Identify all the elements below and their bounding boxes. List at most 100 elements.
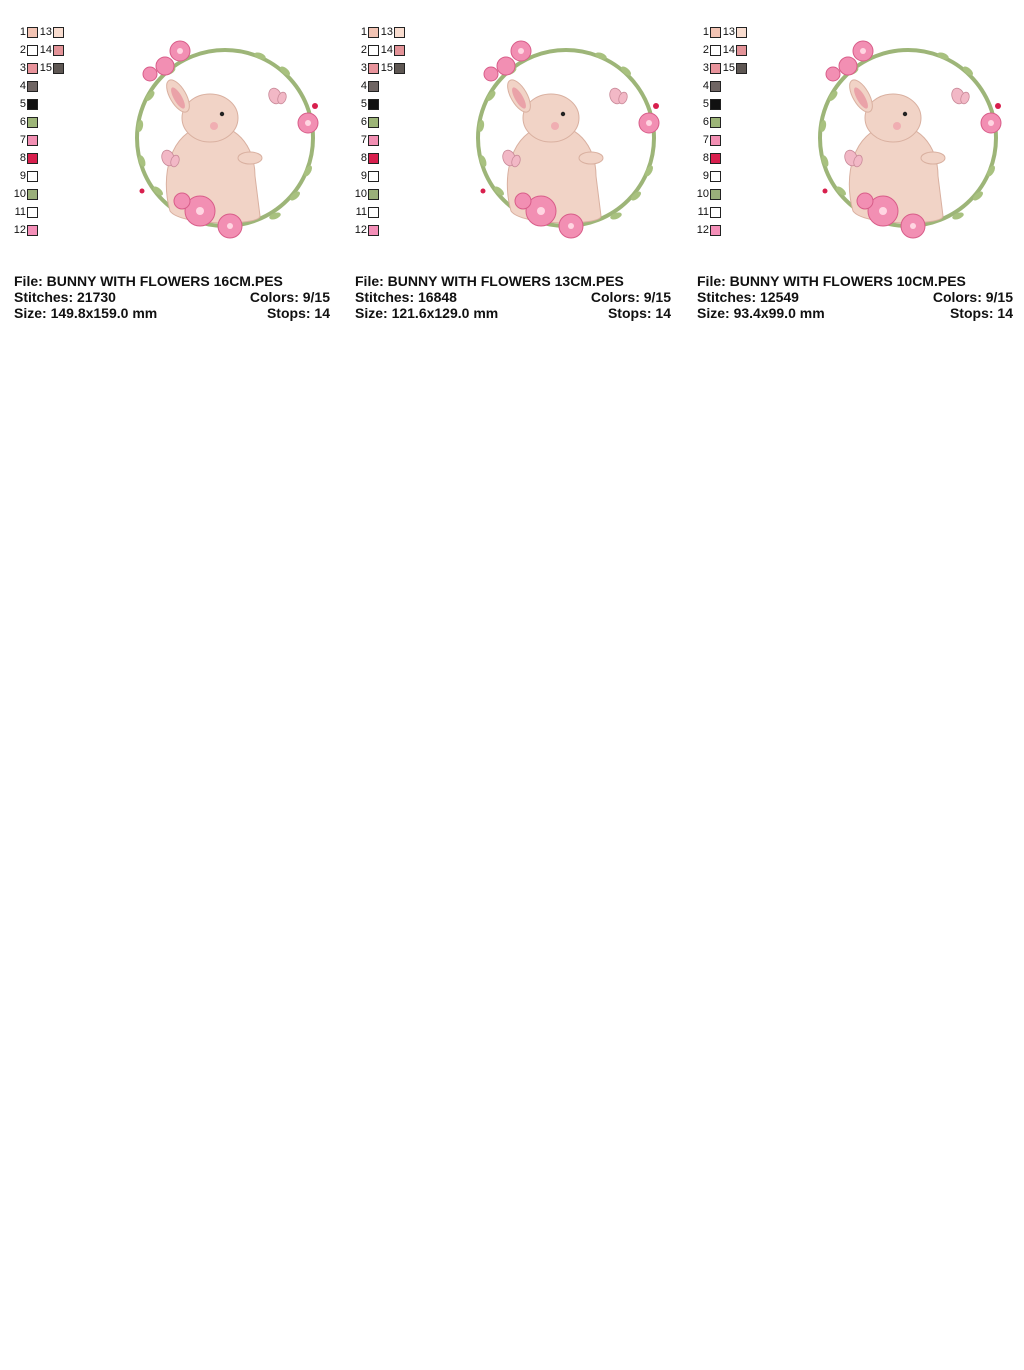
palette-number: 10: [696, 188, 709, 200]
palette-number: 3: [360, 62, 367, 74]
palette-row: 2 14: [0, 44, 64, 57]
stops-count: Stops: 14: [608, 305, 671, 321]
bunny-embroidery-preview: [476, 40, 660, 239]
palette-number: 6: [19, 116, 26, 128]
color-swatch: [394, 63, 405, 74]
color-swatch: [368, 45, 379, 56]
palette-row: 8: [341, 152, 379, 165]
stitches-line: Stitches: 12549 Colors: 9/15: [697, 289, 1013, 305]
stitches-line: Stitches: 16848 Colors: 9/15: [355, 289, 671, 305]
color-swatch: [27, 27, 38, 38]
stops-value: 14: [314, 305, 330, 321]
design-panel: 1 13 2 14 3 15 4 5 6 7 8 9 10 11 12: [683, 0, 1013, 330]
palette-number: 11: [697, 206, 709, 218]
palette-number: 3: [702, 62, 709, 74]
flower-centers: [518, 48, 652, 229]
file-line: File: BUNNY WITH FLOWERS 10CM.PES: [697, 273, 1013, 289]
palette-number: 4: [360, 80, 367, 92]
palette-number: 4: [19, 80, 26, 92]
palette-number: 12: [354, 224, 367, 236]
palette-number: 7: [702, 134, 709, 146]
palette-row: 8: [683, 152, 721, 165]
color-swatch: [710, 117, 721, 128]
stitches-line: Stitches: 21730 Colors: 9/15: [14, 289, 330, 305]
butterfly-icon: [844, 149, 863, 168]
stops-label: Stops:: [266, 305, 311, 321]
palette-row: 2 14: [341, 44, 405, 57]
stitches-label: Stitches:: [355, 289, 415, 305]
thread-palette: 1 13 2 14 3 15 4 5 6 7 8 9 10 11 12: [0, 26, 100, 246]
file-name: BUNNY WITH FLOWERS 10CM.PES: [729, 273, 966, 289]
color-swatch: [368, 117, 379, 128]
color-swatch: [27, 225, 38, 236]
stitches-value: 21730: [77, 289, 116, 305]
color-swatch: [394, 27, 405, 38]
palette-row: 6: [683, 116, 721, 129]
palette-row: 10: [683, 188, 721, 201]
palette-row: 9: [683, 170, 721, 183]
palette-number: 6: [702, 116, 709, 128]
color-swatch: [710, 171, 721, 182]
berry: [653, 103, 659, 109]
palette-number: 14: [722, 44, 735, 56]
palette-number: 5: [19, 98, 26, 110]
palette-row: 7: [341, 134, 379, 147]
color-swatch: [27, 153, 38, 164]
color-swatch: [736, 27, 747, 38]
palette-row: 4: [683, 80, 721, 93]
color-swatch: [710, 45, 721, 56]
palette-number: 12: [696, 224, 709, 236]
wreath-leaves: [819, 52, 995, 220]
palette-row: 10: [341, 188, 379, 201]
color-swatch: [710, 27, 721, 38]
palette-number: 15: [722, 62, 735, 74]
palette-row: 12: [0, 224, 38, 237]
size-value: 149.8x159.0 mm: [50, 305, 158, 321]
color-swatch: [27, 81, 38, 92]
flower-cluster-top: [142, 40, 191, 82]
design-info: File: BUNNY WITH FLOWERS 13CM.PES Stitch…: [355, 273, 671, 321]
size-value: 121.6x129.0 mm: [391, 305, 499, 321]
palette-number: 14: [380, 44, 393, 56]
palette-number: 8: [19, 152, 26, 164]
design-info: File: BUNNY WITH FLOWERS 10CM.PES Stitch…: [697, 273, 1013, 321]
color-swatch: [27, 189, 38, 200]
butterfly-icon: [502, 149, 521, 168]
size-label: Size:: [697, 305, 730, 321]
palette-row: 7: [0, 134, 38, 147]
color-swatch: [27, 135, 38, 146]
palette-number: 7: [360, 134, 367, 146]
color-swatch: [394, 45, 405, 56]
file-name: BUNNY WITH FLOWERS 13CM.PES: [387, 273, 624, 289]
color-swatch: [710, 99, 721, 110]
color-swatch: [710, 207, 721, 218]
color-swatch: [736, 45, 747, 56]
flower-cluster-top: [483, 40, 532, 82]
palette-row: 1 13: [0, 26, 64, 39]
colors-value: 9/15: [643, 289, 671, 305]
size-line: Size: 121.6x129.0 mm Stops: 14: [355, 305, 671, 321]
palette-row: 10: [0, 188, 38, 201]
size-label: Size:: [355, 305, 388, 321]
color-swatch: [736, 63, 747, 74]
color-swatch: [368, 81, 379, 92]
color-swatch: [27, 99, 38, 110]
file-label: File:: [697, 273, 726, 289]
file-line: File: BUNNY WITH FLOWERS 13CM.PES: [355, 273, 671, 289]
stops-label: Stops:: [949, 305, 994, 321]
stops-label: Stops:: [607, 305, 652, 321]
palette-row: 3 15: [0, 62, 64, 75]
file-label: File:: [14, 273, 43, 289]
palette-row: 8: [0, 152, 38, 165]
design-panel: 1 13 2 14 3 15 4 5 6 7 8 9 10 11 12: [341, 0, 671, 330]
palette-number: 1: [702, 26, 709, 38]
flower-centers: [177, 48, 311, 229]
palette-row: 3 15: [683, 62, 747, 75]
color-swatch: [53, 45, 64, 56]
colors-label: Colors:: [590, 289, 640, 305]
colors-label: Colors:: [932, 289, 982, 305]
palette-number: 9: [360, 170, 367, 182]
colors-count: Colors: 9/15: [250, 289, 330, 305]
palette-row: 9: [341, 170, 379, 183]
file-line: File: BUNNY WITH FLOWERS 16CM.PES: [14, 273, 330, 289]
